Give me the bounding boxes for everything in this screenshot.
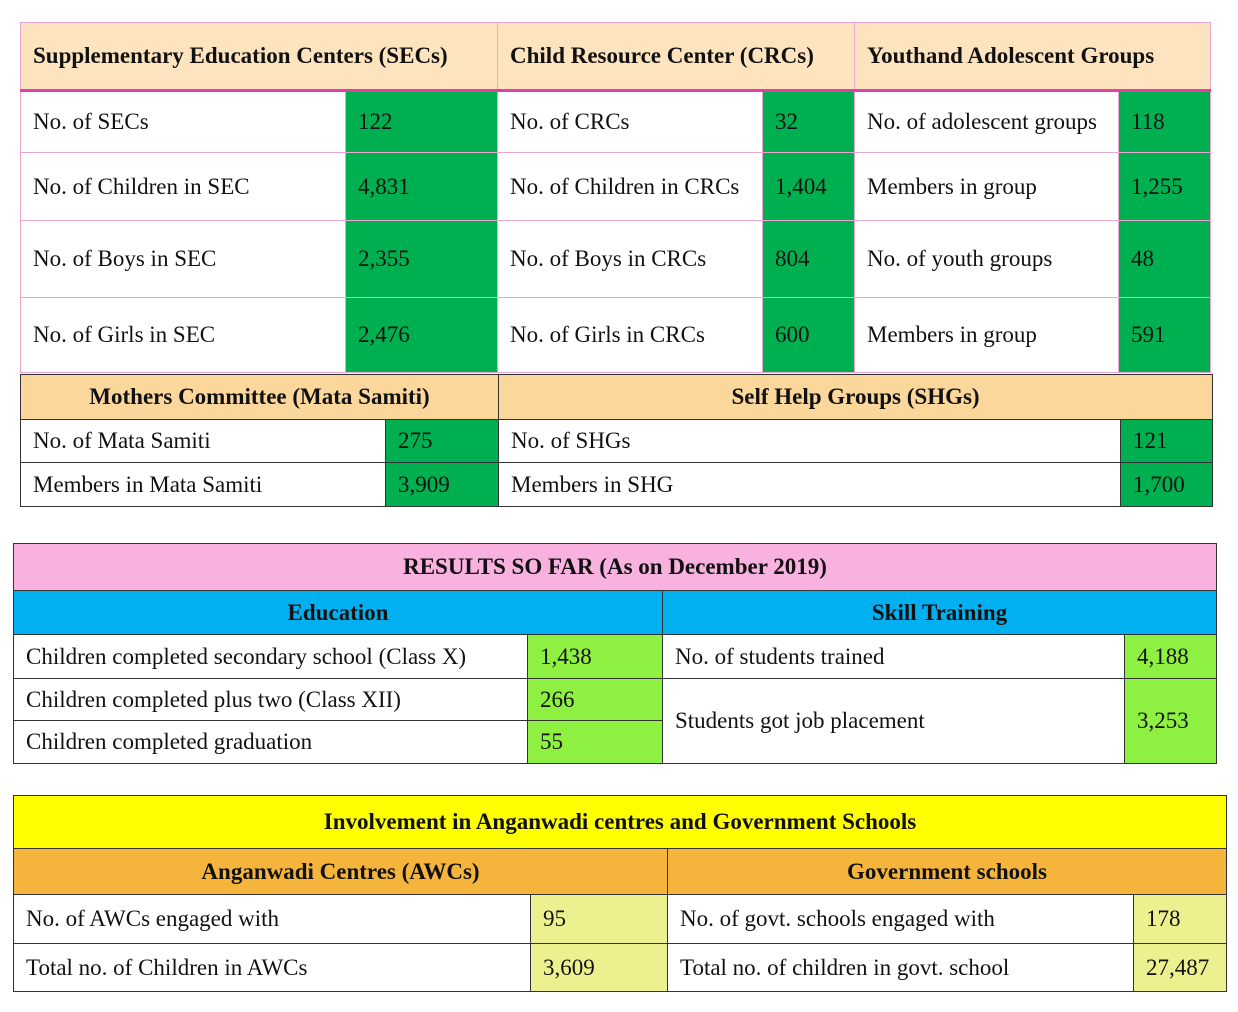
header-cell: Government schools [666,848,1228,895]
involvement-table: Involvement in Anganwadi centres and Gov… [12,795,1228,992]
label-cell: Students got job placement [662,678,1125,764]
title-row: Involvement in Anganwadi centres and Gov… [12,795,1228,849]
header-cell: Anganwadi Centres (AWCs) [13,848,668,895]
table-row: No. of AWCs engaged with 95 No. of govt. s… [13,894,1228,944]
title-row: RESULTS SO FAR (As on December 2019) [12,543,1218,591]
value-cell: 121 [1120,419,1214,463]
value-cell: 275 [384,419,500,463]
value-cell: 2,355 [344,220,499,298]
table-row: Children completed secondary school (Cla… [13,634,1218,679]
programs-table: Supplementary Education Centers (SECs) C… [19,22,1212,373]
value-cell: 122 [344,90,499,153]
label-cell: No. of CRCs [497,90,764,153]
label-cell: No. of Boys in SEC [20,220,346,298]
value-cell: 3,909 [384,462,500,507]
value-cell: 3,253 [1123,678,1218,764]
value-cell: 591 [1118,297,1212,373]
header-row: Anganwadi Centres (AWCs) Government scho… [13,848,1228,895]
table-row: No. of Boys in SEC 2,355 No. of Boys in CR… [20,220,1212,298]
table-row: No. of SECs 122 No. of CRCs 32 No. of adoles… [20,90,1212,153]
title-cell: Involvement in Anganwadi centres and Gov… [12,795,1228,849]
label-cell: Children completed secondary school (Cla… [13,634,528,679]
title-cell: RESULTS SO FAR (As on December 2019) [12,543,1218,591]
value-cell: 4,831 [344,152,499,221]
label-cell: Children completed plus two (Class XII) [13,678,528,721]
value-cell: 95 [530,894,668,944]
table-row: Children completed graduation 55 [13,720,1217,764]
value-cell: 55 [527,720,663,764]
label-cell: No. of Mata Samiti [20,419,386,463]
label-cell: No. of govt. schools engaged with [667,894,1134,944]
label-cell: No. of Boys in CRCs [497,220,764,298]
label-cell: No. of youth groups [854,220,1120,298]
header-row: Supplementary Education Centers (SECs) C… [19,22,1212,92]
header-cell: Youthand Adolescent Groups [854,22,1212,92]
table-row: No. of Children in SEC 4,831 No. of Childr… [20,152,1212,221]
label-cell: No. of adolescent groups [854,90,1120,153]
header-row: Education Skill Training [13,590,1218,635]
groups-table: Mothers Committee (Mata Samiti) Self Hel… [19,374,1214,507]
value-cell: 1,255 [1118,152,1212,221]
label-cell: Children completed graduation [13,720,528,764]
label-cell: No. of SHGs [498,419,1122,463]
value-cell: 1,404 [762,152,856,221]
value-cell: 27,487 [1132,943,1228,992]
label-cell: No. of AWCs engaged with [13,894,531,944]
label-cell: Members in group [854,297,1120,373]
label-cell: No. of Children in SEC [20,152,346,221]
value-cell: 4,188 [1123,634,1218,679]
value-cell: 1,438 [527,634,663,679]
label-cell: Total no. of Children in AWCs [13,943,531,992]
header-cell: Self Help Groups (SHGs) [498,374,1214,420]
label-cell: Members in Mata Samiti [20,462,386,507]
label-cell: No. of SECs [20,90,346,153]
value-cell: 178 [1132,894,1228,944]
label-cell: No. of Children in CRCs [497,152,764,221]
header-cell: Skill Training [661,590,1218,635]
header-cell: Supplementary Education Centers (SECs) [19,22,499,92]
header-row: Mothers Committee (Mata Samiti) Self Hel… [19,374,1214,420]
value-cell: 804 [762,220,856,298]
value-cell: 3,609 [530,943,668,992]
label-cell: No. of Girls in CRCs [497,297,764,373]
label-cell: No. of students trained [662,634,1125,679]
header-cell: Child Resource Center (CRCs) [497,22,856,92]
value-cell: 48 [1118,220,1212,298]
value-cell: 1,700 [1120,462,1214,507]
value-cell: 2,476 [344,297,499,373]
value-cell: 266 [527,678,663,721]
table-row: Children completed plus two (Class XII) 2… [13,678,1218,764]
table-row: No. of Girls in SEC 2,476 No. of Girls in … [20,297,1212,373]
table-row: Members in Mata Samiti 3,909 Members in SH… [20,462,1214,507]
value-cell: 118 [1118,90,1212,153]
label-cell: No. of Girls in SEC [20,297,346,373]
header-cell: Mothers Committee (Mata Samiti) [19,374,500,420]
table-row: No. of Mata Samiti 275 No. of SHGs 121 [20,419,1214,463]
header-cell: Education [13,590,663,635]
table-row: Total no. of Children in AWCs 3,609 Total … [13,943,1228,992]
label-cell: Members in SHG [498,462,1122,507]
value-cell: 32 [762,90,856,153]
results-table: RESULTS SO FAR (As on December 2019) Edu… [12,543,1218,764]
label-cell: Total no. of children in govt. school [667,943,1134,992]
value-cell: 600 [762,297,856,373]
label-cell: Members in group [854,152,1120,221]
